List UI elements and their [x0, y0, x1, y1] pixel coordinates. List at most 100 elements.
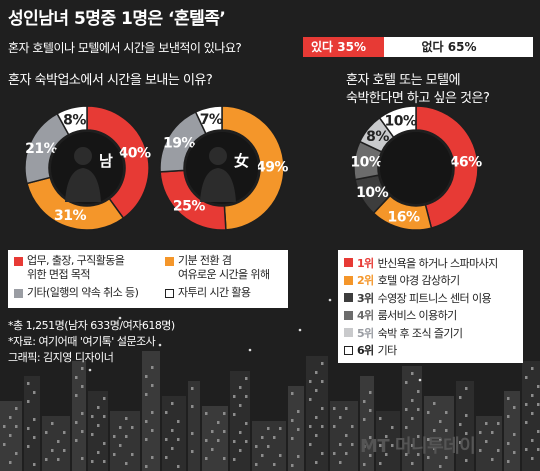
building-window: [345, 452, 348, 455]
building-window: [315, 434, 318, 437]
donut-center: [380, 132, 452, 204]
slice-value-label: 40%: [119, 146, 151, 162]
building-window: [223, 430, 226, 433]
building-window: [233, 440, 236, 443]
building-window: [191, 450, 194, 453]
legend-swatch: [344, 310, 353, 320]
building-window: [507, 442, 510, 445]
building-window: [465, 459, 468, 462]
yes-label: 있다: [311, 40, 334, 54]
legend-item: 업무, 출장, 구직활동을 위한 면접 목적: [14, 254, 125, 282]
building-window: [125, 435, 128, 438]
building-window: [379, 417, 382, 420]
building-window: [321, 425, 324, 428]
building-window: [379, 444, 382, 447]
building-window: [291, 437, 294, 440]
building-window: [267, 427, 270, 430]
building-window: [63, 449, 66, 452]
footnotes: *총 1,251명(남자 633명/여자618명) *자료: 여기어때 '여기톡…: [8, 318, 175, 366]
building-window: [507, 397, 510, 400]
building-window: [459, 396, 462, 399]
person-head-icon: [209, 147, 227, 165]
building-window: [433, 402, 436, 405]
building-window: [537, 385, 540, 388]
legend-rank: 4위: [357, 309, 374, 323]
building-window: [239, 449, 242, 452]
building-window: [507, 460, 510, 463]
building-window: [233, 413, 236, 416]
building: [522, 361, 540, 471]
building-window: [291, 464, 294, 467]
building-window: [309, 443, 312, 446]
building-window: [165, 411, 168, 414]
building: [376, 411, 400, 471]
building-window: [315, 371, 318, 374]
building-window: [379, 462, 382, 465]
donut-center-title: 女: [234, 152, 249, 170]
building-window: [15, 452, 18, 455]
building-window: [531, 367, 534, 370]
building-window: [75, 439, 78, 442]
legend-swatch: [165, 289, 174, 298]
building-window: [27, 445, 30, 448]
star: [248, 348, 252, 352]
legend-label: 기타(일행의 약속 취소 등): [27, 286, 139, 299]
building-window: [233, 458, 236, 461]
legend-item: 1위 반신욕을 하거나 스파마사지: [344, 254, 517, 272]
building-window: [97, 451, 100, 454]
left-section-title: 혼자 숙박업소에서 시간을 보내는 이유?: [8, 73, 213, 88]
building-window: [525, 376, 528, 379]
legend-item: 2위 호텔 야경 감상하기: [344, 272, 517, 290]
building-window: [491, 431, 494, 434]
building-window: [63, 431, 66, 434]
building-window: [261, 454, 264, 457]
building-window: [273, 463, 276, 466]
legend-swatch: [344, 328, 353, 338]
building-window: [9, 434, 12, 437]
building-window: [321, 362, 324, 365]
note-graphic-credit: 그래픽: 김지영 디자이너: [8, 351, 114, 364]
building-window: [531, 457, 534, 460]
legend-item: 자투리 시간 활용: [165, 286, 251, 300]
legend-item: 5위 숙박 후 조식 즐기기: [344, 324, 517, 342]
building-window: [177, 438, 180, 441]
building-window: [9, 416, 12, 419]
building-window: [261, 436, 264, 439]
building-window: [15, 407, 18, 410]
building-window: [205, 457, 208, 460]
legend-swatch: [14, 289, 23, 298]
building-window: [417, 453, 420, 456]
building-window: [315, 416, 318, 419]
legend-rank: 1위: [357, 256, 374, 270]
slice-value-label: 31%: [54, 208, 86, 224]
building-window: [119, 426, 122, 429]
yes-segment: 있다 35%: [303, 37, 384, 57]
building: [476, 416, 502, 471]
building-window: [81, 385, 84, 388]
building-window: [33, 418, 36, 421]
building-window: [81, 367, 84, 370]
building-window: [339, 443, 342, 446]
building-window: [151, 366, 154, 369]
building-window: [297, 410, 300, 413]
building-window: [445, 429, 448, 432]
building-window: [537, 448, 540, 451]
legend-rank: 6위: [357, 344, 374, 358]
slice-value-label: 46%: [450, 155, 482, 171]
building-window: [97, 406, 100, 409]
building: [162, 396, 186, 471]
building-window: [33, 463, 36, 466]
building-window: [119, 444, 122, 447]
building-window: [239, 404, 242, 407]
building-window: [267, 445, 270, 448]
building-window: [309, 398, 312, 401]
building-window: [427, 438, 430, 441]
building-window: [171, 429, 174, 432]
building-window: [217, 421, 220, 424]
donut-slice: [415, 105, 479, 229]
building-window: [91, 433, 94, 436]
building-window: [81, 412, 84, 415]
building-window: [513, 433, 516, 436]
donut-slice: [56, 105, 88, 136]
building-window: [131, 453, 134, 456]
